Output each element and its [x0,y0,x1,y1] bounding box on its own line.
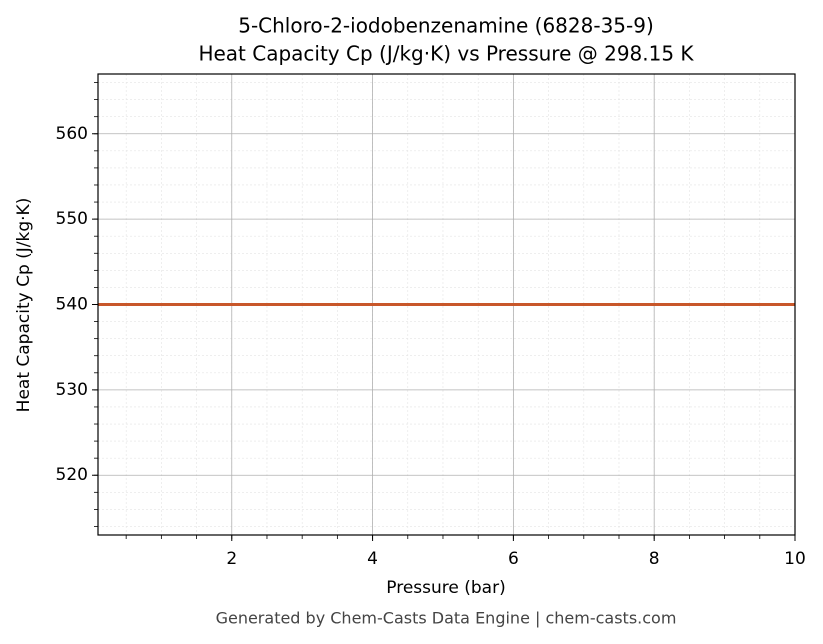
footer: Generated by Chem-Casts Data Engine | ch… [216,609,677,628]
x-tick-label: 4 [367,549,378,569]
x-tick-label: 6 [508,549,519,569]
chart-title: 5-Chloro-2-iodobenzenamine (6828-35-9) [238,14,654,38]
y-tick-label: 560 [56,124,88,144]
plot-frame [97,73,796,536]
x-tick-label: 2 [226,549,237,569]
x-tick-label: 10 [784,549,806,569]
chart-subtitle: Heat Capacity Cp (J/kg·K) vs Pressure @ … [198,42,694,66]
y-tick-label: 530 [56,380,88,400]
x-axis-label: Pressure (bar) [386,578,505,598]
y-tick-label: 540 [56,295,88,315]
y-tick-label: 550 [56,209,88,229]
y-axis-label: Heat Capacity Cp (J/kg·K) [14,198,34,413]
x-tick-label: 8 [649,549,660,569]
y-tick-label: 520 [56,465,88,485]
